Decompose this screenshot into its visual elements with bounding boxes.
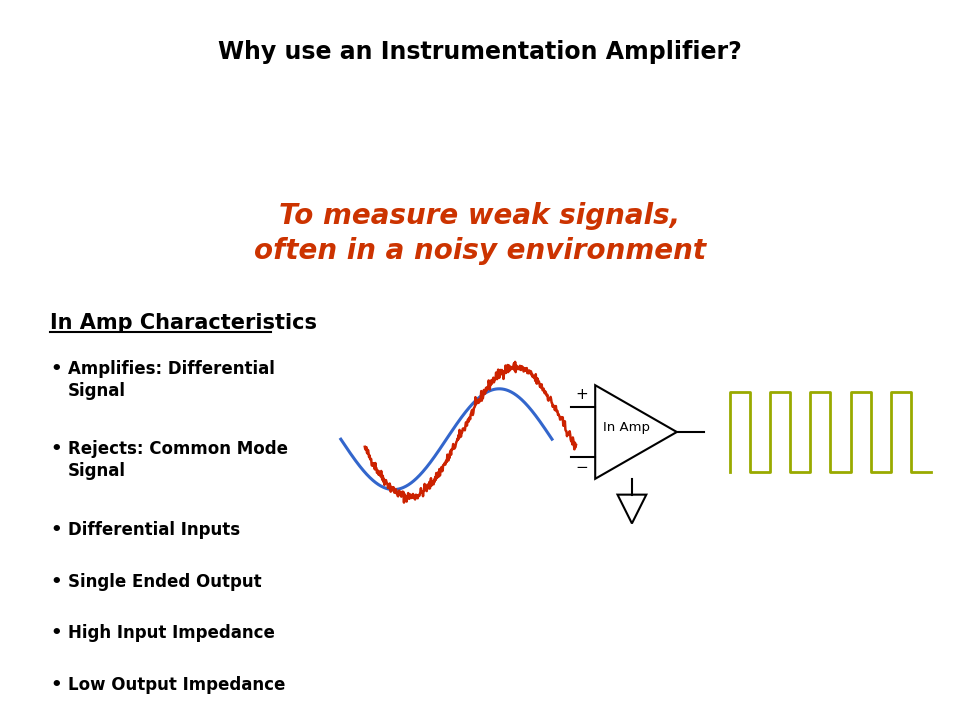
Text: High Input Impedance: High Input Impedance	[68, 624, 275, 642]
Text: •: •	[50, 521, 61, 539]
Text: −: −	[575, 460, 588, 475]
Text: Single Ended Output: Single Ended Output	[68, 572, 261, 590]
Text: Rejects: Common Mode
Signal: Rejects: Common Mode Signal	[68, 441, 288, 480]
Text: •: •	[50, 676, 61, 694]
Text: In Amp: In Amp	[603, 421, 650, 434]
Text: •: •	[50, 360, 61, 378]
Text: •: •	[50, 441, 61, 459]
Text: +: +	[575, 387, 588, 402]
Text: •: •	[50, 624, 61, 642]
Text: Why use an Instrumentation Amplifier?: Why use an Instrumentation Amplifier?	[218, 40, 742, 63]
Text: Low Output Impedance: Low Output Impedance	[68, 676, 285, 694]
Text: Differential Inputs: Differential Inputs	[68, 521, 240, 539]
Text: •: •	[50, 572, 61, 590]
Text: Amplifies: Differential
Signal: Amplifies: Differential Signal	[68, 360, 275, 400]
Text: In Amp Characteristics: In Amp Characteristics	[50, 313, 317, 333]
Text: To measure weak signals,
often in a noisy environment: To measure weak signals, often in a nois…	[254, 202, 706, 265]
